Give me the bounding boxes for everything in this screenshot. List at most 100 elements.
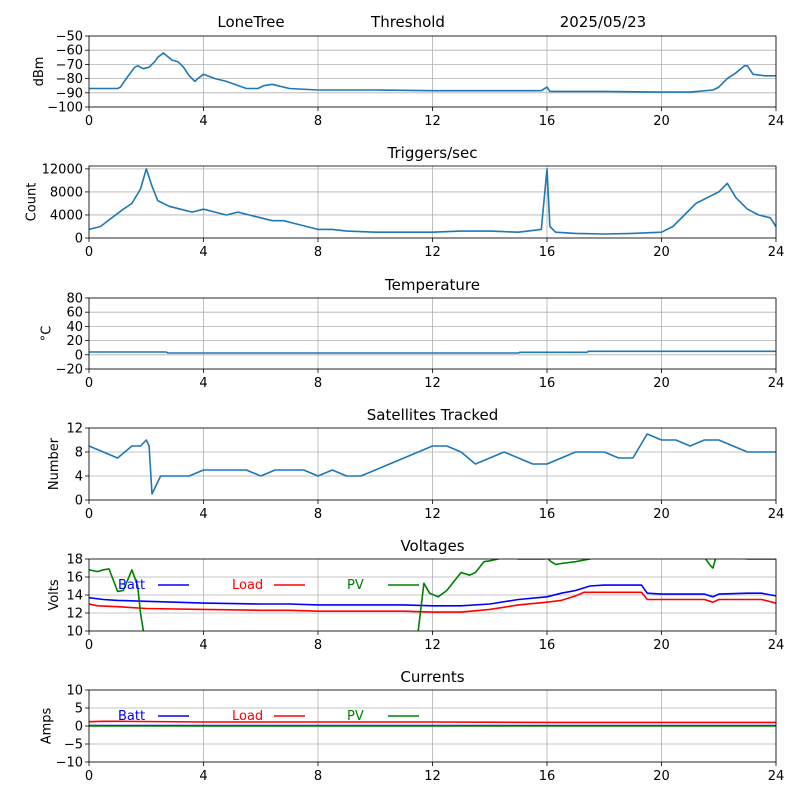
- y-tick-label: 18: [66, 553, 83, 568]
- y-tick-label: −10: [56, 756, 83, 771]
- x-tick-label: 20: [653, 507, 670, 522]
- series-line-pv: [89, 559, 776, 631]
- y-axis-label: Amps: [40, 707, 55, 744]
- header-station: LoneTree: [217, 13, 284, 31]
- y-tick-label: −60: [56, 44, 83, 59]
- x-tick-label: 0: [85, 507, 93, 522]
- x-tick-label: 4: [199, 769, 207, 784]
- chart-panel: [85, 427, 777, 504]
- y-tick-label: −80: [56, 72, 83, 87]
- legend-label-pv: PV: [347, 709, 364, 724]
- x-tick-label: 12: [424, 376, 441, 391]
- x-tick-label: 20: [653, 114, 670, 129]
- chart-panel: [85, 297, 777, 373]
- y-axis-label: Count: [25, 183, 40, 222]
- x-tick-label: 8: [314, 376, 322, 391]
- x-tick-label: 0: [85, 769, 93, 784]
- x-tick-label: 4: [199, 376, 207, 391]
- x-tick-label: 4: [199, 507, 207, 522]
- chart-title: Triggers/sec: [387, 144, 478, 162]
- x-tick-label: 0: [85, 376, 93, 391]
- legend-label-batt: Batt: [118, 709, 145, 724]
- y-tick-label: 5: [75, 702, 83, 717]
- y-axis-label: Number: [47, 437, 62, 490]
- x-tick-label: 12: [424, 507, 441, 522]
- x-tick-label: 24: [768, 245, 785, 260]
- chart-title: Satellites Tracked: [367, 406, 498, 424]
- series-line-main: [89, 433, 776, 495]
- x-tick-label: 20: [653, 376, 670, 391]
- x-tick-label: 8: [314, 638, 322, 653]
- y-tick-label: −70: [56, 58, 83, 73]
- x-tick-label: 8: [314, 507, 322, 522]
- y-tick-label: −5: [64, 738, 83, 753]
- y-axis-label: dBm: [32, 57, 47, 87]
- y-tick-label: 4: [75, 470, 83, 485]
- x-tick-label: 12: [424, 638, 441, 653]
- y-tick-label: 12000: [42, 162, 83, 177]
- x-tick-label: 16: [539, 376, 556, 391]
- y-tick-label: 12: [66, 607, 83, 622]
- chart-panel: [85, 35, 777, 111]
- y-tick-label: 0: [75, 348, 83, 363]
- header-date: 2025/05/23: [560, 13, 646, 31]
- series-line-load: [89, 720, 776, 724]
- y-tick-label: 80: [66, 292, 83, 307]
- y-tick-label: 10: [66, 684, 83, 699]
- chart-panel: [85, 558, 777, 635]
- y-tick-label: 0: [75, 494, 83, 509]
- x-tick-label: 20: [653, 638, 670, 653]
- x-tick-label: 24: [768, 507, 785, 522]
- x-tick-label: 8: [314, 114, 322, 129]
- x-tick-label: 24: [768, 769, 785, 784]
- y-tick-label: 0: [75, 232, 83, 247]
- x-tick-label: 16: [539, 245, 556, 260]
- y-tick-label: 12: [66, 422, 83, 437]
- x-tick-label: 24: [768, 638, 785, 653]
- chart-title: Voltages: [400, 537, 464, 555]
- series-line-load: [89, 591, 776, 613]
- x-tick-label: 16: [539, 507, 556, 522]
- legend-label-load: Load: [232, 709, 263, 724]
- x-tick-label: 0: [85, 114, 93, 129]
- legend-label-load: Load: [232, 578, 263, 593]
- y-tick-label: 14: [66, 589, 83, 604]
- y-tick-label: 8000: [50, 185, 83, 200]
- y-axis-label: °C: [40, 326, 55, 342]
- series-line-main: [89, 168, 776, 235]
- series-line-main: [89, 52, 776, 93]
- series-line-main: [89, 350, 776, 354]
- x-tick-label: 8: [314, 769, 322, 784]
- y-tick-label: 8: [75, 446, 83, 461]
- x-tick-label: 12: [424, 245, 441, 260]
- y-tick-label: −50: [56, 30, 83, 45]
- x-tick-label: 8: [314, 245, 322, 260]
- x-tick-label: 0: [85, 245, 93, 260]
- x-tick-label: 4: [199, 114, 207, 129]
- chart-panel: [85, 689, 777, 766]
- x-tick-label: 16: [539, 114, 556, 129]
- y-tick-label: 16: [66, 571, 83, 586]
- chart-panel: [85, 165, 777, 242]
- y-tick-label: 10: [66, 625, 83, 640]
- y-tick-label: −90: [56, 86, 83, 101]
- x-tick-label: 12: [424, 114, 441, 129]
- y-tick-label: 0: [75, 720, 83, 735]
- y-tick-label: −20: [56, 363, 83, 378]
- legend-label-batt: Batt: [118, 578, 145, 593]
- x-tick-label: 4: [199, 638, 207, 653]
- y-tick-label: 60: [66, 306, 83, 321]
- legend-label-pv: PV: [347, 578, 364, 593]
- x-tick-label: 20: [653, 245, 670, 260]
- y-tick-label: 4000: [50, 208, 83, 223]
- y-tick-label: 20: [66, 334, 83, 349]
- x-tick-label: 24: [768, 114, 785, 129]
- x-tick-label: 4: [199, 245, 207, 260]
- x-tick-label: 24: [768, 376, 785, 391]
- x-tick-label: 20: [653, 769, 670, 784]
- x-tick-label: 0: [85, 638, 93, 653]
- y-tick-label: 40: [66, 320, 83, 335]
- y-axis-label: Volts: [47, 579, 62, 611]
